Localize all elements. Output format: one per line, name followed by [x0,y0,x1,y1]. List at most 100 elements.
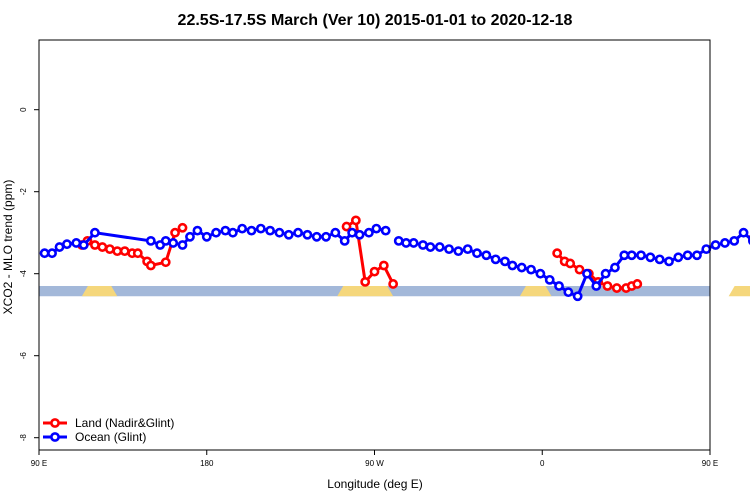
data-point [170,227,180,238]
data-point [425,242,436,252]
data-point [490,254,501,265]
data-point [408,238,419,248]
data-point [544,274,555,285]
x-tick-label: 90 W [365,459,384,468]
data-point [444,244,454,254]
y-tick-label: -2 [19,188,28,196]
data-point [369,266,380,277]
data-point [104,244,115,254]
data-point [119,246,130,257]
data-point [388,279,399,289]
data-point [54,242,65,252]
data-point [220,225,231,236]
data-point [246,225,257,236]
data-point [418,240,428,250]
data-point [321,231,331,242]
data-point [90,227,100,238]
data-point [701,244,712,254]
legend-item-ocean: Ocean (Glint) [43,430,146,444]
data-point [582,268,592,279]
data-point [611,283,622,293]
data-point [572,291,583,302]
data-point [78,240,89,250]
x-axis: 90 E 180 90 W 0 90 E [31,450,718,468]
data-point [632,279,643,289]
data-point [293,227,303,238]
data-point [516,262,527,273]
data-point [602,281,613,291]
plot-frame [38,39,711,451]
data-point [255,223,266,234]
data-point [177,222,188,233]
data-point [401,238,412,248]
data-point [481,250,492,261]
data-point [177,240,188,250]
legend-label: Land (Nadir&Glint) [75,416,174,430]
data-point [552,248,563,259]
data-point [302,229,313,240]
data-point [692,250,702,261]
data-point [636,250,646,261]
y-tick-label: -6 [19,352,28,360]
data-point [591,281,602,291]
x-tick-label: 0 [540,459,545,468]
data-point [227,227,238,238]
data-point [434,242,445,252]
data-point [311,231,322,242]
data-point [160,235,171,246]
data-point [71,238,82,248]
data-point [682,250,693,261]
data-point [360,276,371,287]
data-point [720,238,730,248]
data-point [664,256,674,267]
data-point [526,264,536,275]
data-point [283,229,294,240]
x-axis-label: Longitude (deg E) [327,477,422,491]
y-axis: 0 -2 -4 -6 -8 [19,107,39,441]
data-point [354,229,365,240]
data-point [378,260,389,271]
data-point [507,260,518,271]
data-point [347,227,358,238]
data-point [738,227,749,238]
data-point [393,235,404,246]
data-point [47,248,57,259]
data-point [341,221,352,232]
data-point [339,235,350,246]
data-point [274,227,285,238]
y-tick-label: 0 [19,107,28,112]
data-point [330,227,341,238]
legend: Land (Nadir&Glint)Ocean (Glint) [43,416,174,444]
data-point [211,227,221,238]
data-point [710,240,721,250]
y-tick-label: -4 [19,270,28,278]
land-band-2 [519,286,552,297]
data-point [645,252,656,263]
y-tick-label: -8 [19,434,28,442]
x-tick-label: 90 E [702,459,718,468]
data-point [626,250,637,261]
x-tick-label: 180 [200,459,214,468]
data-point [371,223,382,234]
data-point [535,268,546,279]
data-point [619,250,630,261]
data-point [97,242,108,252]
data-point [574,264,585,275]
legend-item-land: Land (Nadir&Glint) [43,416,174,430]
data-point [132,248,143,259]
plot-area [39,215,750,302]
data-point [265,225,276,236]
data-point [90,240,100,250]
legend-marker [50,432,60,442]
data-point [462,244,473,254]
data-point [237,223,248,234]
data-point [500,256,510,267]
land-band-0 [81,286,118,297]
data-point [673,252,684,263]
y-axis-label: XCO2 - MLO trend (ppm) [1,180,15,315]
data-point [145,235,156,246]
data-point [472,248,482,259]
data-point [565,258,576,269]
data-point [145,260,156,271]
data-point [350,215,361,226]
